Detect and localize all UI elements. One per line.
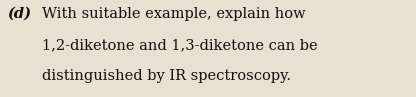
Text: (d): (d)	[7, 7, 32, 21]
Text: With suitable example, explain how: With suitable example, explain how	[42, 7, 305, 21]
Text: distinguished by IR spectroscopy.: distinguished by IR spectroscopy.	[42, 69, 291, 83]
Text: 1,2-diketone and 1,3-diketone can be: 1,2-diketone and 1,3-diketone can be	[42, 38, 317, 52]
